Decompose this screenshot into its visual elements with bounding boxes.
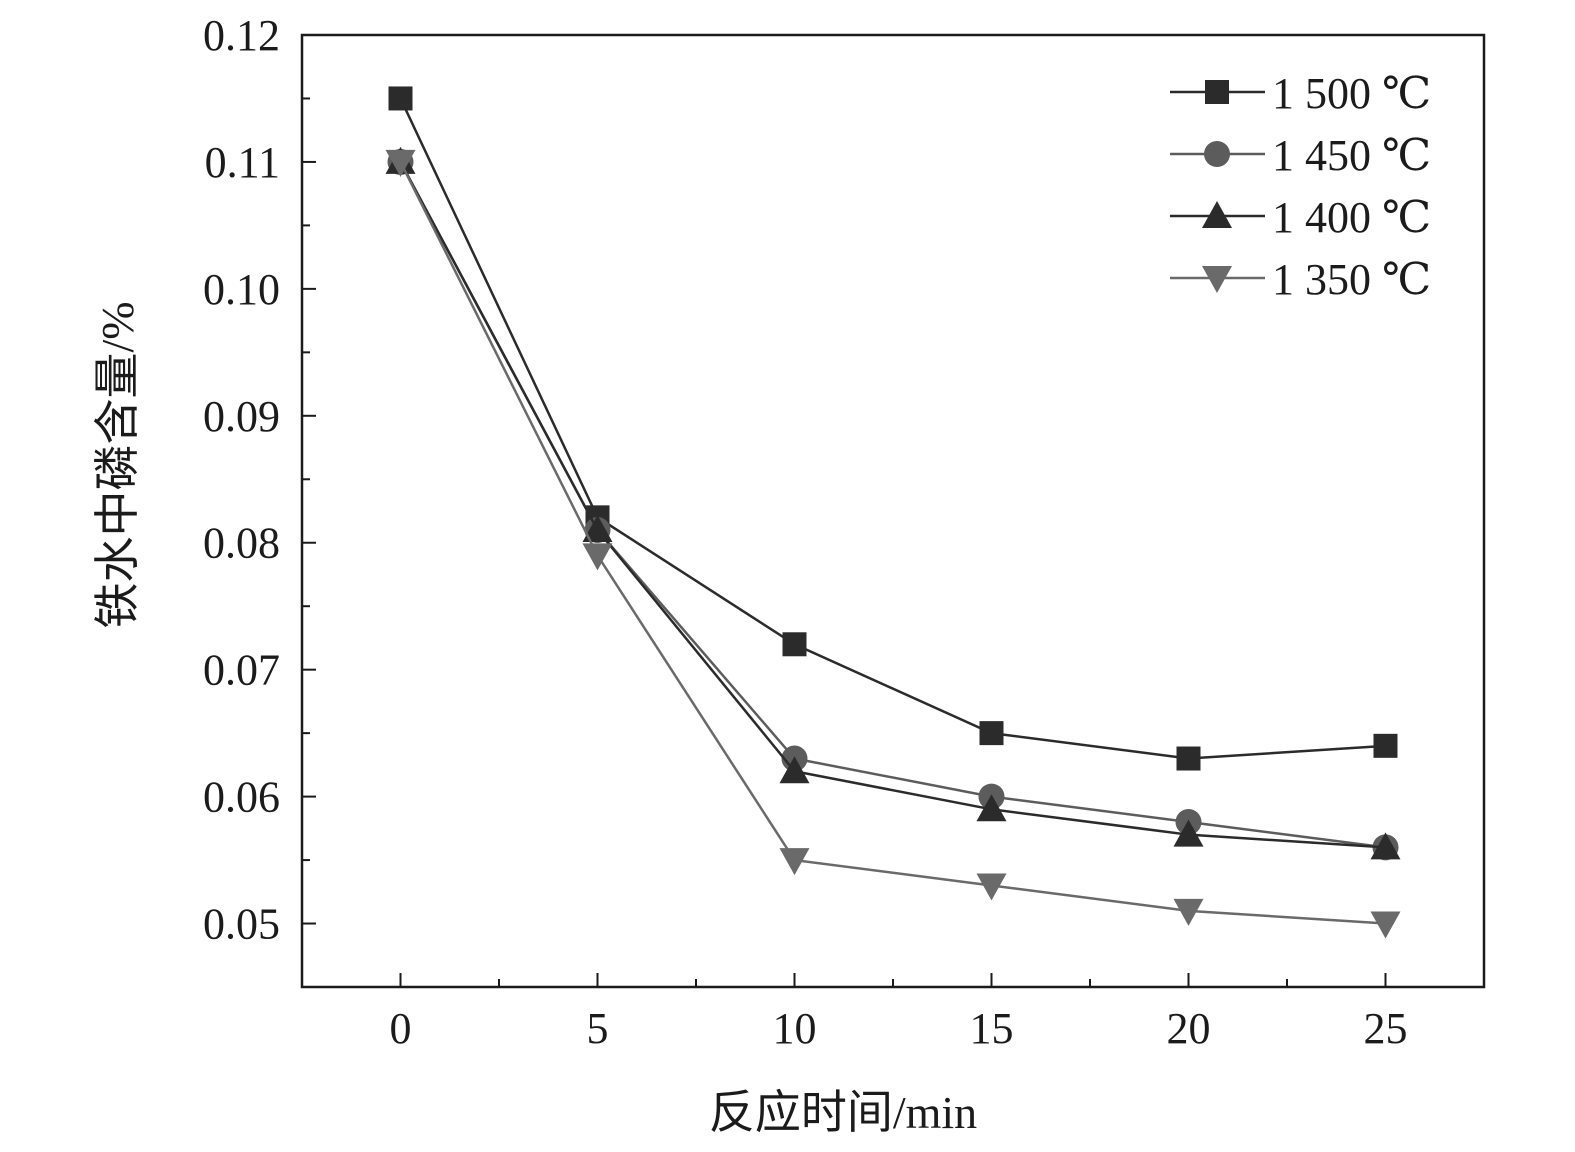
x-tick-label: 25 — [1364, 1004, 1408, 1053]
x-tick-label: 20 — [1167, 1004, 1211, 1053]
data-point — [1370, 911, 1401, 939]
data-point — [979, 721, 1004, 746]
y-tick-label: 0.07 — [203, 646, 280, 695]
y-tick-label: 0.08 — [203, 519, 280, 568]
data-point — [1373, 733, 1398, 758]
x-tick-label: 15 — [970, 1004, 1014, 1053]
data-point — [779, 756, 810, 784]
data-point — [582, 515, 613, 543]
y-tick-label: 0.05 — [203, 900, 280, 949]
legend-label: 1 350 ℃ — [1272, 255, 1431, 304]
x-axis-title: 反应时间/min — [709, 1087, 977, 1138]
series-line — [399, 97, 1386, 760]
data-point — [976, 873, 1007, 901]
series-3 — [385, 146, 1401, 860]
data-point — [976, 794, 1007, 822]
x-axis: 0 5 10 15 20 25 — [390, 973, 1408, 1053]
legend-label: 1 500 ℃ — [1272, 69, 1431, 118]
x-tick-label: 5 — [587, 1004, 609, 1053]
series-line — [399, 161, 1386, 849]
legend-marker — [1202, 201, 1232, 228]
series-layer — [385, 86, 1401, 939]
y-tick-label: 0.12 — [203, 11, 280, 60]
legend-marker — [1204, 141, 1230, 167]
x-tick-label: 0 — [390, 1004, 412, 1053]
legend-label: 1 450 ℃ — [1272, 131, 1431, 180]
y-tick-label: 0.09 — [203, 392, 280, 441]
y-tick-label: 0.06 — [203, 773, 280, 822]
series-1 — [388, 86, 1398, 771]
data-point — [779, 848, 810, 876]
series-line — [399, 161, 1386, 925]
data-point — [1370, 832, 1401, 860]
data-point — [782, 632, 807, 657]
y-axis-title: 铁水中磷含量/% — [92, 301, 143, 628]
y-tick-label: 0.11 — [205, 138, 280, 187]
data-point — [388, 86, 413, 111]
legend-marker — [1202, 266, 1232, 293]
series-line — [399, 161, 1386, 849]
data-point — [582, 543, 613, 571]
legend: 1 500 ℃ 1 450 ℃ 1 400 ℃ 1 350 ℃ — [1170, 69, 1431, 304]
data-point — [1173, 819, 1204, 847]
x-tick-label: 10 — [773, 1004, 817, 1053]
data-point — [1176, 746, 1201, 771]
legend-label: 1 400 ℃ — [1272, 193, 1431, 242]
series-4 — [385, 149, 1401, 939]
y-tick-label: 0.10 — [203, 265, 280, 314]
data-point — [385, 149, 416, 177]
y-axis: 0.05 0.06 0.07 0.08 0.09 0.10 0.11 0.12 — [203, 11, 316, 988]
data-point — [1173, 898, 1204, 926]
legend-marker — [1205, 80, 1229, 104]
